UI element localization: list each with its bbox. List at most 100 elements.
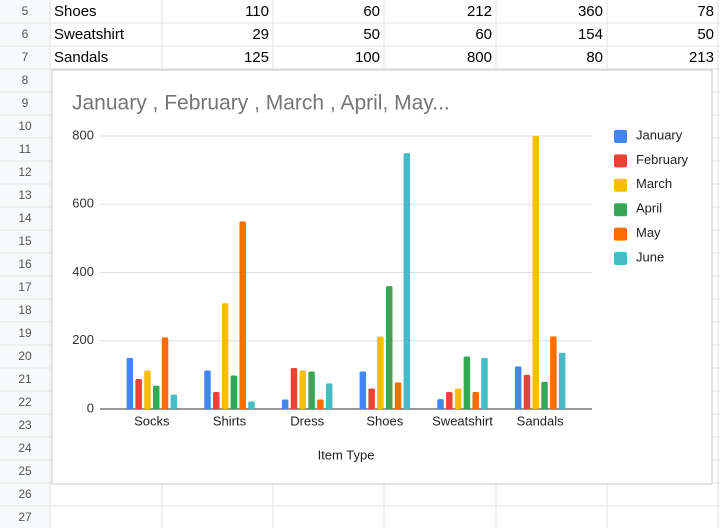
y-tick-label: 400 xyxy=(72,264,94,279)
row-number[interactable]: 6 xyxy=(22,27,29,41)
cell[interactable]: 78 xyxy=(697,3,714,20)
bar xyxy=(446,391,453,409)
row-number[interactable]: 19 xyxy=(18,326,32,340)
legend-label: March xyxy=(636,176,672,191)
bar xyxy=(325,383,333,409)
legend-label: June xyxy=(636,249,664,264)
cell[interactable]: 29 xyxy=(252,26,269,43)
legend-swatch xyxy=(614,154,627,168)
bar xyxy=(532,136,540,409)
bar xyxy=(377,336,384,409)
legend-swatch xyxy=(614,130,627,143)
bar xyxy=(213,391,220,409)
cell[interactable]: 154 xyxy=(578,26,603,43)
bar xyxy=(541,381,548,409)
bar xyxy=(472,391,479,409)
bar xyxy=(152,385,160,409)
row-number[interactable]: 14 xyxy=(18,211,32,225)
bar xyxy=(248,401,255,409)
bar xyxy=(558,352,566,409)
x-axis-label: Item Type xyxy=(318,447,375,462)
legend-label: February xyxy=(636,152,689,167)
row-number[interactable]: 8 xyxy=(22,73,29,87)
cell[interactable]: 212 xyxy=(467,3,492,20)
x-tick-label: Shoes xyxy=(366,413,403,428)
bar xyxy=(204,370,211,409)
row-number[interactable]: 15 xyxy=(18,234,32,248)
row-number[interactable]: 21 xyxy=(18,372,32,386)
bar xyxy=(290,368,298,409)
bar xyxy=(385,286,393,409)
row-number[interactable]: 7 xyxy=(22,50,29,64)
row-number[interactable]: 27 xyxy=(18,510,32,524)
bar xyxy=(317,399,324,409)
bar xyxy=(126,357,134,409)
bar xyxy=(523,374,531,409)
legend-swatch xyxy=(614,203,627,217)
row-number[interactable]: 22 xyxy=(18,395,32,409)
cell[interactable]: Sandals xyxy=(54,49,108,66)
row-number[interactable]: 5 xyxy=(22,4,29,18)
bar xyxy=(308,371,315,409)
bar xyxy=(359,371,367,409)
bar xyxy=(135,378,142,409)
row-number[interactable]: 26 xyxy=(18,487,32,501)
cell[interactable]: Shoes xyxy=(54,3,97,20)
cell[interactable]: 50 xyxy=(697,26,714,43)
y-tick-label: 0 xyxy=(87,400,94,415)
cell[interactable]: 213 xyxy=(689,49,714,66)
bar xyxy=(437,399,444,409)
bar xyxy=(463,356,471,409)
row-number[interactable]: 11 xyxy=(19,142,32,156)
chart-box[interactable] xyxy=(51,69,713,485)
row-number[interactable]: 25 xyxy=(18,464,32,478)
bar xyxy=(454,388,462,409)
legend-swatch xyxy=(614,178,627,192)
cell[interactable]: Sweatshirt xyxy=(54,26,125,43)
row-number[interactable]: 17 xyxy=(18,280,32,294)
bar xyxy=(403,153,411,409)
y-tick-label: 600 xyxy=(72,196,94,211)
row-number[interactable]: 23 xyxy=(18,418,32,432)
cell[interactable]: 110 xyxy=(245,3,269,20)
legend-swatch xyxy=(614,227,627,241)
cell[interactable]: 800 xyxy=(467,49,492,66)
row-number[interactable]: 24 xyxy=(18,441,32,455)
cell[interactable]: 100 xyxy=(355,49,380,66)
bar xyxy=(161,337,169,409)
y-tick-label: 200 xyxy=(72,332,94,347)
bar xyxy=(299,370,307,409)
row-number[interactable]: 18 xyxy=(18,303,32,317)
row-header xyxy=(0,0,50,528)
cell[interactable]: 125 xyxy=(244,49,269,66)
row-number[interactable]: 16 xyxy=(18,257,32,271)
legend-swatch xyxy=(614,252,627,265)
cell[interactable]: 50 xyxy=(363,26,380,43)
bar xyxy=(394,382,402,409)
legend-label: April xyxy=(636,201,662,216)
legend-label: May xyxy=(636,225,661,240)
bar xyxy=(550,336,557,409)
cell[interactable]: 80 xyxy=(586,49,603,66)
x-tick-label: Shirts xyxy=(213,413,247,428)
row-number[interactable]: 13 xyxy=(18,188,32,202)
cell[interactable]: 60 xyxy=(363,3,380,20)
row-number[interactable]: 12 xyxy=(18,165,32,179)
bar xyxy=(514,366,522,409)
x-tick-label: Sweatshirt xyxy=(432,413,493,428)
bar xyxy=(481,357,488,409)
x-tick-label: Dress xyxy=(290,413,324,428)
x-tick-label: Socks xyxy=(134,413,170,428)
chart-title: January , February , March , April, May.… xyxy=(72,92,450,115)
row-number[interactable]: 20 xyxy=(18,349,32,363)
bar xyxy=(368,388,375,409)
legend-label: January xyxy=(636,127,683,142)
row-number[interactable]: 10 xyxy=(18,119,32,133)
cell[interactable]: 360 xyxy=(578,3,603,20)
bar xyxy=(221,303,229,409)
x-tick-label: Sandals xyxy=(517,413,564,428)
row-number[interactable]: 9 xyxy=(22,96,29,110)
y-tick-label: 800 xyxy=(72,127,94,142)
cell[interactable]: 60 xyxy=(475,26,492,43)
